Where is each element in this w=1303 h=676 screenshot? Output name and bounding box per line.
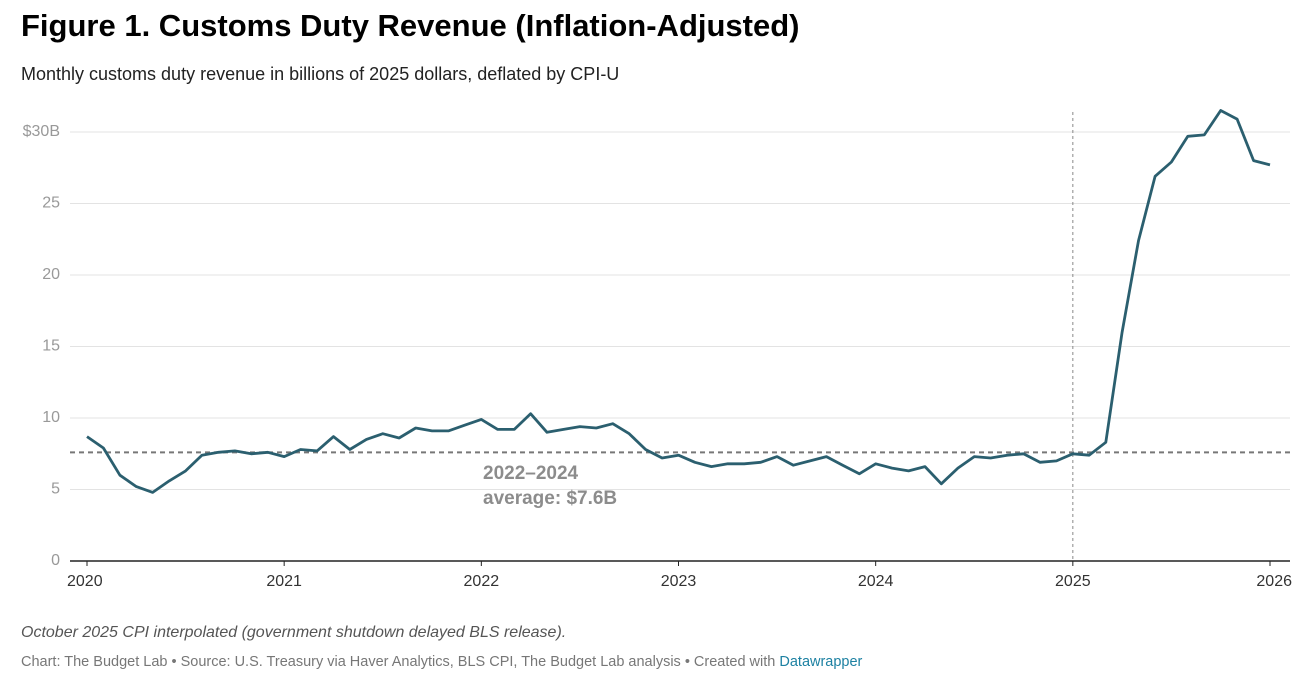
note: October 2025 CPI interpolated (governmen… [21,624,566,641]
x-tick-label: 2026 [1256,573,1292,590]
x-tick-label: 2020 [67,573,103,590]
x-tick-label: 2023 [661,573,697,590]
x-tick-label: 2024 [858,573,894,590]
credit-text: Chart: The Budget Lab • Source: U.S. Tre… [21,654,779,670]
y-tick-label: 10 [42,409,60,426]
credit: Chart: The Budget Lab • Source: U.S. Tre… [21,654,863,670]
chart-subtitle: Monthly customs duty revenue in billions… [21,64,619,84]
y-tick-label: 15 [42,338,60,355]
y-tick-label: 0 [51,552,60,569]
x-tick-label: 2021 [266,573,302,590]
x-tick-label: 2022 [464,573,500,590]
chart-title: Figure 1. Customs Duty Revenue (Inflatio… [21,8,800,43]
y-tick-label: 25 [42,195,60,212]
average-label: 2022–2024 [483,463,579,484]
x-tick-label: 2025 [1055,573,1091,590]
y-tick-label: 5 [51,481,60,498]
y-tick-label: 20 [42,266,60,283]
series-line [86,109,1271,494]
average-label: average: $7.6B [483,488,617,509]
credit-link[interactable]: Datawrapper [779,654,862,670]
y-tick-label: $30B [23,123,60,140]
